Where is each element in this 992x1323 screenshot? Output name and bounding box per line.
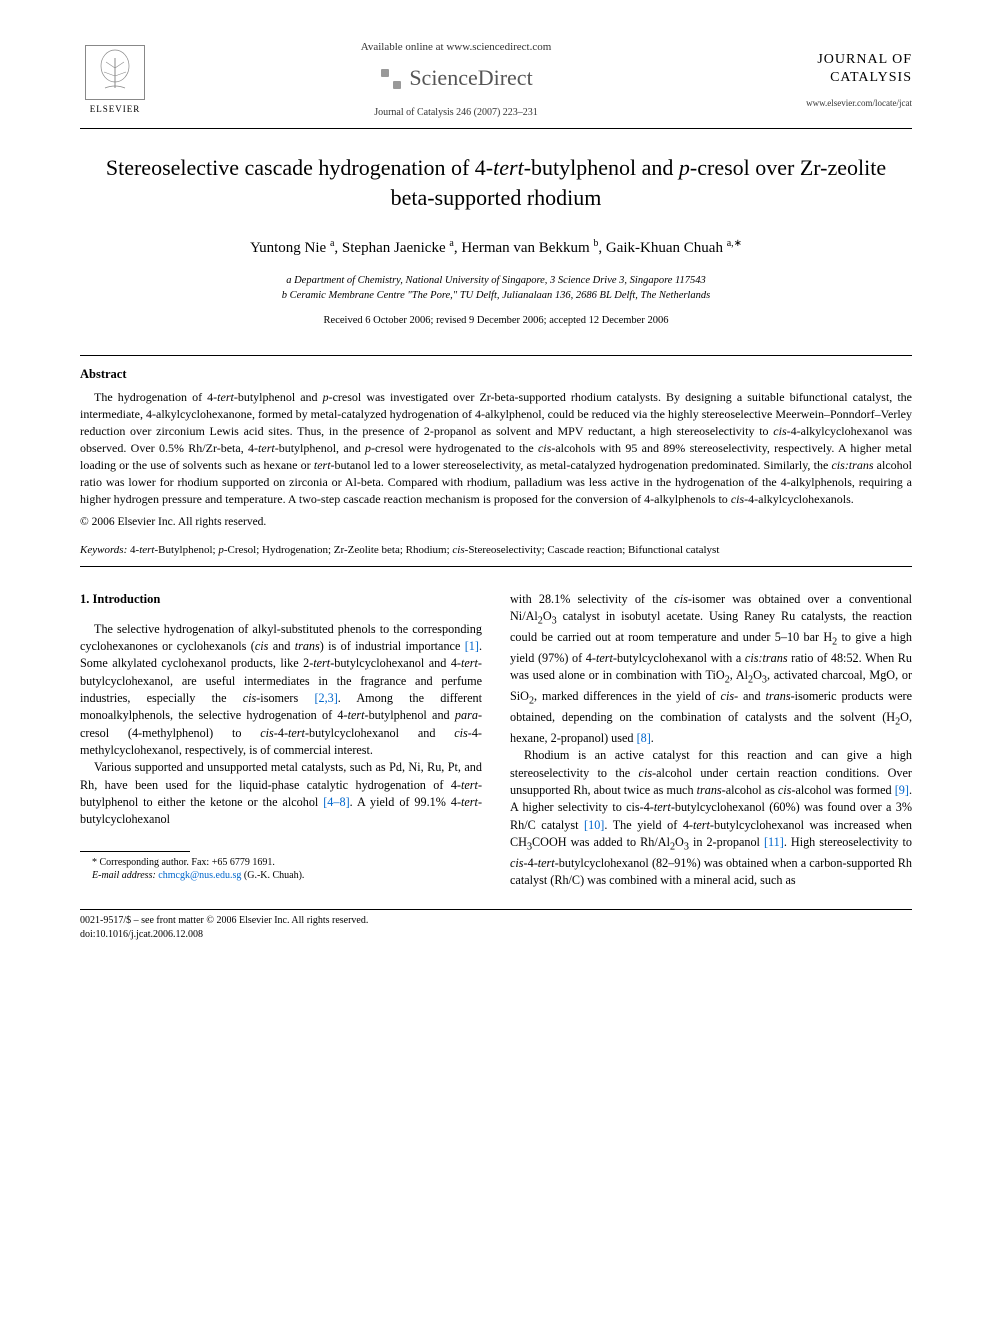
footer-divider bbox=[80, 909, 912, 910]
abstract-heading: Abstract bbox=[80, 366, 912, 384]
journal-reference: Journal of Catalysis 246 (2007) 223–231 bbox=[150, 106, 762, 120]
sciencedirect-logo: ScienceDirect bbox=[150, 63, 762, 94]
footnote-block: * Corresponding author. Fax: +65 6779 16… bbox=[80, 856, 482, 883]
article-title: Stereoselective cascade hydrogenation of… bbox=[80, 153, 912, 212]
email-name: (G.-K. Chuah). bbox=[244, 870, 305, 881]
authors-list: Yuntong Nie a, Stephan Jaenicke a, Herma… bbox=[80, 237, 912, 259]
affiliation-a: a Department of Chemistry, National Univ… bbox=[80, 273, 912, 289]
footer-doi: doi:10.1016/j.jcat.2006.12.008 bbox=[80, 928, 912, 942]
intro-p2: Various supported and unsupported metal … bbox=[80, 759, 482, 828]
footnote-divider bbox=[80, 851, 190, 852]
keywords-row: Keywords: 4-tert-Butylphenol; p-Cresol; … bbox=[80, 543, 912, 558]
email-line: E-mail address: chmcgk@nus.edu.sg (G.-K.… bbox=[80, 869, 482, 883]
header-divider bbox=[80, 128, 912, 129]
header-center: Available online at www.sciencedirect.co… bbox=[150, 40, 762, 120]
introduction-heading: 1. Introduction bbox=[80, 591, 482, 609]
column-right: with 28.1% selectivity of the cis-isomer… bbox=[510, 591, 912, 890]
elsevier-logo: ELSEVIER bbox=[80, 40, 150, 120]
journal-url[interactable]: www.elsevier.com/locate/jcat bbox=[762, 97, 912, 110]
affiliation-b: b Ceramic Membrane Centre "The Pore," TU… bbox=[80, 288, 912, 304]
footer-block: 0021-9517/$ – see front matter © 2006 El… bbox=[80, 914, 912, 941]
intro-p4: Rhodium is an active catalyst for this r… bbox=[510, 747, 912, 889]
footer-issn: 0021-9517/$ – see front matter © 2006 El… bbox=[80, 914, 912, 928]
column-left: 1. Introduction The selective hydrogenat… bbox=[80, 591, 482, 890]
article-dates: Received 6 October 2006; revised 9 Decem… bbox=[80, 314, 912, 329]
affiliations: a Department of Chemistry, National Univ… bbox=[80, 273, 912, 305]
sciencedirect-label: ScienceDirect bbox=[409, 63, 532, 94]
abstract-body: The hydrogenation of 4-tert-butylphenol … bbox=[80, 389, 912, 508]
body-columns: 1. Introduction The selective hydrogenat… bbox=[80, 591, 912, 890]
abstract-top-divider bbox=[80, 355, 912, 356]
abstract-bottom-divider bbox=[80, 566, 912, 567]
email-address[interactable]: chmcgk@nus.edu.sg bbox=[158, 870, 241, 881]
abstract-paragraph: The hydrogenation of 4-tert-butylphenol … bbox=[80, 389, 912, 508]
intro-p3: with 28.1% selectivity of the cis-isomer… bbox=[510, 591, 912, 747]
journal-header: ELSEVIER Available online at www.science… bbox=[80, 40, 912, 120]
sciencedirect-icon bbox=[379, 67, 403, 91]
keywords-text: 4-tert-Butylphenol; p-Cresol; Hydrogenat… bbox=[130, 544, 719, 556]
journal-title-box: JOURNAL OF CATALYSIS www.elsevier.com/lo… bbox=[762, 51, 912, 110]
available-online-text: Available online at www.sciencedirect.co… bbox=[150, 40, 762, 55]
corresponding-author: * Corresponding author. Fax: +65 6779 16… bbox=[80, 856, 482, 870]
elsevier-label: ELSEVIER bbox=[90, 103, 141, 116]
email-label: E-mail address: bbox=[92, 870, 156, 881]
intro-p1: The selective hydrogenation of alkyl-sub… bbox=[80, 621, 482, 760]
journal-title-line1: JOURNAL OF bbox=[762, 51, 912, 69]
journal-title-line2: CATALYSIS bbox=[762, 69, 912, 87]
elsevier-tree-icon bbox=[85, 45, 145, 100]
keywords-label: Keywords: bbox=[80, 544, 127, 556]
copyright-line: © 2006 Elsevier Inc. All rights reserved… bbox=[80, 514, 912, 530]
